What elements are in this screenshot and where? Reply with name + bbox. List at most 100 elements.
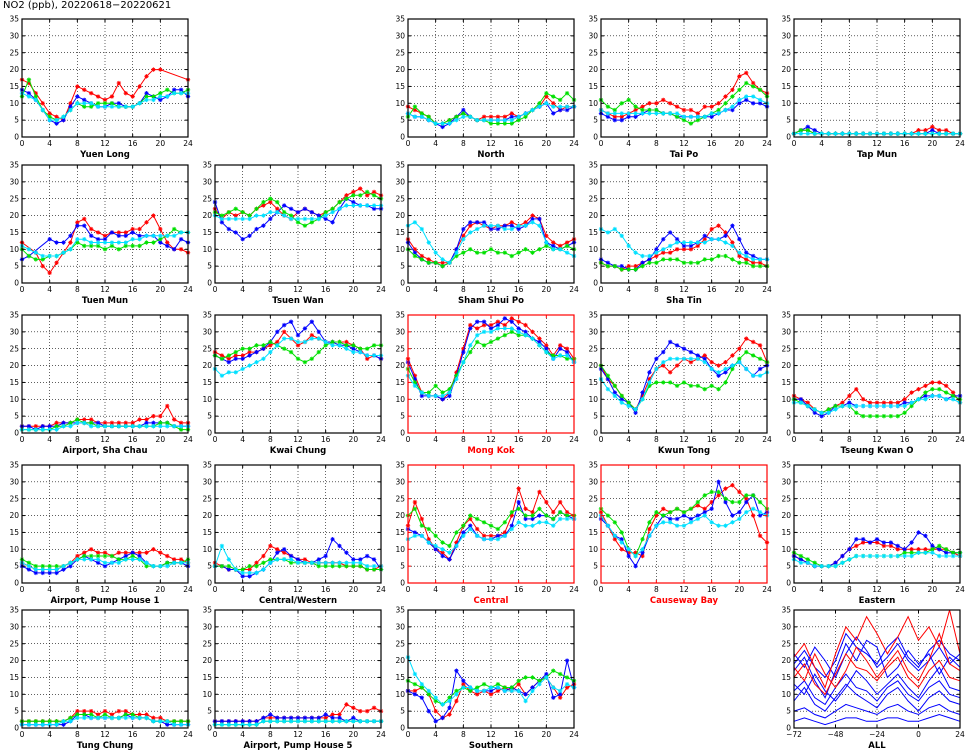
y-tick-label: 10 xyxy=(202,245,212,254)
y-tick-label: 20 xyxy=(9,656,19,665)
x-tick-label: 8 xyxy=(75,285,80,294)
x-tick-label: 0 xyxy=(406,730,411,739)
x-tick-label: 8 xyxy=(75,139,80,148)
y-tick-label: 0 xyxy=(14,279,19,288)
x-tick-label: 24 xyxy=(183,285,193,294)
y-tick-label: 5 xyxy=(14,116,19,125)
y-tick-label: 35 xyxy=(395,311,405,320)
y-tick-label: 30 xyxy=(202,477,212,486)
y-tick-label: 25 xyxy=(395,344,405,353)
y-tick-label: 20 xyxy=(202,511,212,520)
y-tick-label: 35 xyxy=(781,15,791,24)
x-tick-label: −72 xyxy=(786,730,802,739)
x-tick-label: 0 xyxy=(20,435,25,444)
x-tick-label: 4 xyxy=(433,730,438,739)
series-line-blue xyxy=(793,632,961,679)
y-tick-label: 15 xyxy=(9,378,19,387)
series-markers-blue xyxy=(405,316,577,402)
x-tick-label: 24 xyxy=(376,285,386,294)
y-tick-label: 35 xyxy=(395,461,405,470)
y-tick-label: 10 xyxy=(395,245,405,254)
panel-title: Tsuen Wan xyxy=(272,296,323,306)
y-tick-label: 15 xyxy=(202,228,212,237)
x-tick-label: 0 xyxy=(20,285,25,294)
panel-title: ALL xyxy=(868,741,886,751)
x-tick-label: 24 xyxy=(762,435,772,444)
y-tick-label: 15 xyxy=(9,673,19,682)
x-tick-label: 0 xyxy=(20,139,25,148)
x-tick-label: 12 xyxy=(486,730,496,739)
y-tick-label: 35 xyxy=(202,311,212,320)
chart-panel-airport-sha-chau: 0 5 10 15 20 25 30 35 0 4 8 12 16 20 24 Airport, Sha Ch… xyxy=(9,311,193,456)
y-tick-label: 5 xyxy=(14,562,19,571)
y-tick-label: 5 xyxy=(14,707,19,716)
x-tick-label: 0 xyxy=(213,285,218,294)
x-tick-label: 24 xyxy=(569,139,579,148)
panel-title: Tseung Kwan O xyxy=(840,446,913,456)
x-tick-label: 20 xyxy=(349,285,359,294)
y-tick-label: 25 xyxy=(9,48,19,57)
x-tick-label: 8 xyxy=(461,139,466,148)
y-tick-label: 15 xyxy=(9,228,19,237)
chart-panel-eastern: 0 5 10 15 20 25 30 35 0 4 8 12 16 20 24 Eastern xyxy=(781,461,965,606)
y-tick-label: 35 xyxy=(202,606,212,615)
x-tick-label: 24 xyxy=(376,730,386,739)
x-tick-label: 12 xyxy=(486,585,496,594)
y-tick-label: 20 xyxy=(395,211,405,220)
x-tick-label: 24 xyxy=(376,435,386,444)
y-tick-label: 5 xyxy=(786,116,791,125)
x-tick-label: 12 xyxy=(100,139,110,148)
panel-title: Kwai Chung xyxy=(270,446,327,456)
y-tick-label: 0 xyxy=(207,429,212,438)
x-tick-label: 4 xyxy=(240,435,245,444)
panel-title: North xyxy=(477,150,504,160)
x-tick-label: 4 xyxy=(47,285,52,294)
y-tick-label: 35 xyxy=(9,15,19,24)
y-tick-label: 0 xyxy=(400,724,405,733)
y-tick-label: 30 xyxy=(9,327,19,336)
y-tick-label: 30 xyxy=(9,622,19,631)
x-tick-label: 8 xyxy=(268,435,273,444)
x-tick-label: 4 xyxy=(626,585,631,594)
y-tick-label: 15 xyxy=(588,82,598,91)
y-tick-label: 15 xyxy=(9,82,19,91)
x-tick-label: 20 xyxy=(349,435,359,444)
x-tick-label: 16 xyxy=(900,585,910,594)
y-tick-label: 25 xyxy=(781,639,791,648)
y-tick-label: 10 xyxy=(9,545,19,554)
x-tick-label: 0 xyxy=(406,585,411,594)
x-tick-label: 16 xyxy=(514,435,524,444)
y-tick-label: 15 xyxy=(202,673,212,682)
chart-panel-north: 0 5 10 15 20 25 30 35 0 4 8 12 16 20 24 North xyxy=(395,15,579,160)
y-tick-label: 10 xyxy=(202,395,212,404)
chart-panel-sham-shui-po: 0 5 10 15 20 25 30 35 0 4 8 12 16 20 24 Sham Shui Po xyxy=(395,161,579,306)
y-tick-label: 25 xyxy=(202,494,212,503)
y-tick-label: 25 xyxy=(395,48,405,57)
x-tick-label: 20 xyxy=(735,285,745,294)
x-tick-label: 16 xyxy=(900,435,910,444)
panel-title: Eastern xyxy=(859,596,896,606)
x-tick-label: 8 xyxy=(847,585,852,594)
chart-panel-airport-pump-house-1: 0 5 10 15 20 25 30 35 0 4 8 12 16 20 24 Airport, Pump H… xyxy=(9,461,193,606)
series-line-cyan xyxy=(407,328,575,397)
y-tick-label: 15 xyxy=(395,378,405,387)
x-tick-label: 16 xyxy=(321,435,331,444)
y-tick-label: 25 xyxy=(395,639,405,648)
x-tick-label: 4 xyxy=(626,285,631,294)
chart-panel-kwai-chung: 0 5 10 15 20 25 30 35 0 4 8 12 16 20 24 Kwai Chung xyxy=(202,311,386,456)
y-tick-label: 0 xyxy=(593,279,598,288)
x-tick-label: 12 xyxy=(100,285,110,294)
plot-frame xyxy=(600,164,768,284)
x-tick-label: 4 xyxy=(433,285,438,294)
x-tick-label: 24 xyxy=(955,585,965,594)
y-tick-label: 15 xyxy=(781,528,791,537)
panel-title: Mong Kok xyxy=(467,446,515,456)
y-tick-label: 25 xyxy=(588,48,598,57)
x-tick-label: 12 xyxy=(679,139,689,148)
panel-title: Central/Western xyxy=(259,596,337,606)
y-tick-label: 20 xyxy=(781,361,791,370)
y-tick-label: 30 xyxy=(781,31,791,40)
chart-panel-mong-kok: 0 5 10 15 20 25 30 35 0 4 8 12 16 20 24 Mong Kok xyxy=(395,311,579,456)
x-tick-label: 8 xyxy=(75,585,80,594)
y-tick-label: 25 xyxy=(9,639,19,648)
